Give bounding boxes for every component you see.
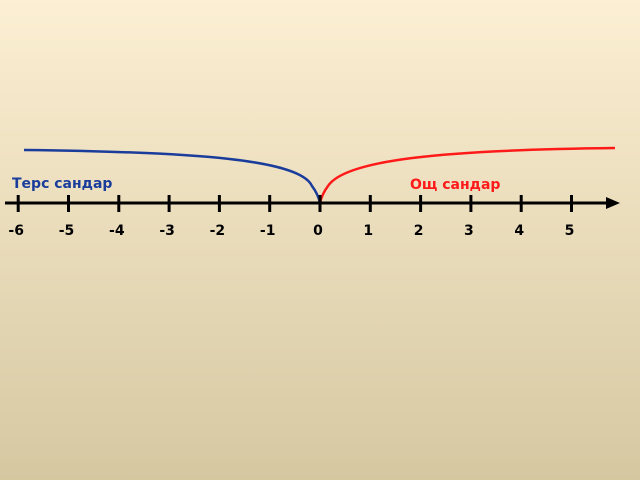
tick-label: -1	[260, 223, 276, 239]
tick-label: -2	[210, 223, 226, 239]
tick-label: -5	[59, 223, 75, 239]
axis-arrow	[606, 197, 620, 209]
negative-label: Терс сандар	[12, 176, 112, 192]
tick-label: -6	[8, 223, 24, 239]
tick-label: 4	[514, 223, 524, 239]
tick-label: -3	[159, 223, 175, 239]
positive-label: Ощ сандар	[410, 177, 500, 193]
tick-label: 0	[313, 223, 323, 239]
tick-label: 5	[565, 223, 575, 239]
tick-label: 2	[414, 223, 424, 239]
positive-curve	[318, 146, 616, 204]
tick-label: 1	[363, 223, 373, 239]
tick-label: 3	[464, 223, 474, 239]
tick-label: -4	[109, 223, 125, 239]
negative-curve	[23, 148, 322, 204]
